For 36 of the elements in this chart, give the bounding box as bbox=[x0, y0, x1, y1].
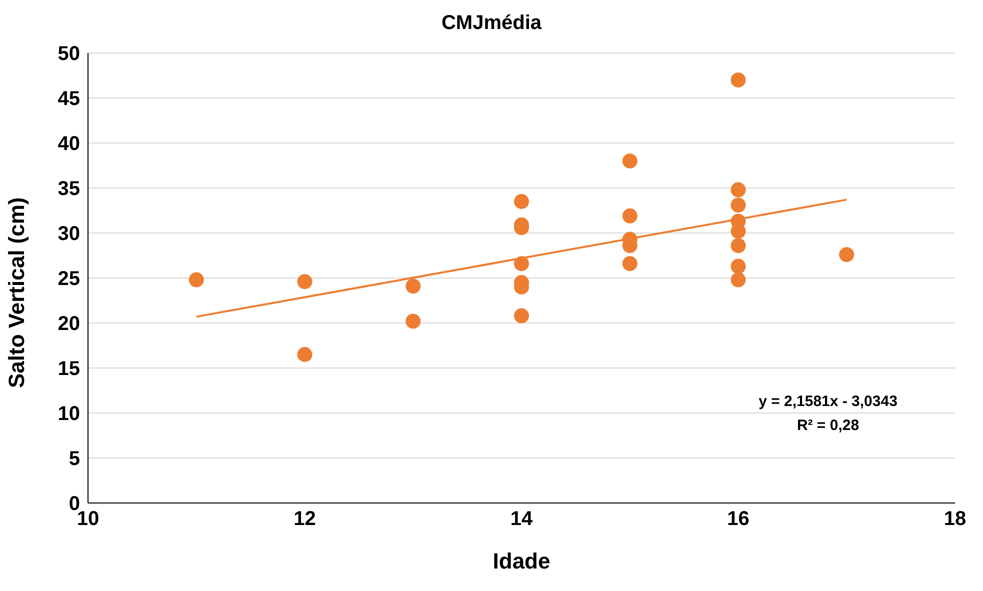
y-tick-label: 15 bbox=[58, 358, 80, 380]
point bbox=[622, 208, 638, 224]
point bbox=[514, 308, 529, 324]
y-tick-label: 25 bbox=[58, 268, 80, 290]
x-axis-title: Idade bbox=[492, 548, 550, 574]
y-tick-label: 50 bbox=[58, 43, 80, 66]
y-axis-title: Salto Vertical (cm) bbox=[4, 197, 29, 388]
x-tick-label: 16 bbox=[727, 508, 750, 530]
point bbox=[514, 194, 529, 209]
point bbox=[730, 72, 746, 88]
point bbox=[622, 256, 638, 272]
x-tick-label: 18 bbox=[944, 508, 966, 530]
point bbox=[839, 247, 854, 262]
chart-title: CMJmédia bbox=[440, 12, 543, 35]
y-tick-label: 35 bbox=[58, 178, 80, 200]
y-tick-label: 30 bbox=[58, 223, 80, 246]
point bbox=[730, 238, 746, 254]
y-tick-label: 5 bbox=[68, 448, 80, 470]
annotation: R² = 0,28 bbox=[796, 416, 860, 436]
point bbox=[730, 198, 746, 213]
point bbox=[406, 278, 421, 294]
y-tick-label: 45 bbox=[58, 88, 80, 110]
point bbox=[622, 154, 638, 168]
x-tick-label: 12 bbox=[294, 508, 316, 530]
point bbox=[297, 347, 312, 362]
annotation: y = 2,1581x - 3,0343 bbox=[758, 392, 898, 412]
y-tick-label: 40 bbox=[58, 133, 80, 156]
point bbox=[730, 182, 746, 198]
y-tick-label: 20 bbox=[58, 313, 80, 336]
x-tick-label: 14 bbox=[510, 508, 534, 530]
point bbox=[730, 272, 746, 288]
point bbox=[297, 274, 312, 290]
point bbox=[188, 272, 204, 288]
point bbox=[730, 258, 746, 274]
y-tick-label: 10 bbox=[58, 403, 80, 426]
point bbox=[406, 314, 421, 329]
